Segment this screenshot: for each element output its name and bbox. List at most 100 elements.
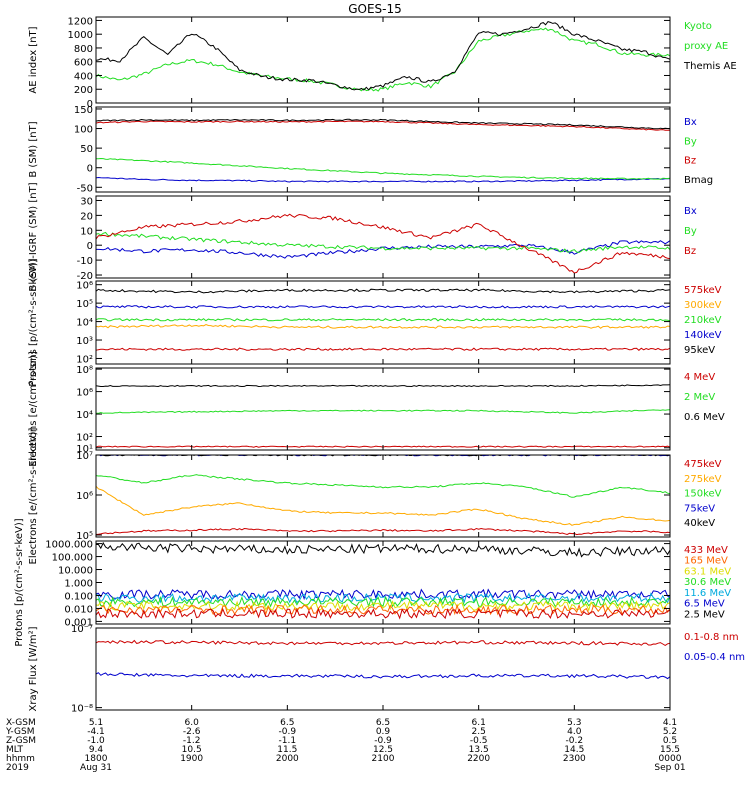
y-tick-label: 10¹ <box>76 444 93 455</box>
y-tick-label: 1000 <box>68 30 93 41</box>
y-tick-label: 10⁶ <box>76 281 93 292</box>
legend-label: 0.6 MeV <box>684 412 725 423</box>
footer-cell: Sep 01 <box>654 763 685 773</box>
footer-cell: 15.5 <box>660 745 680 755</box>
series-line-by <box>96 231 670 253</box>
y-tick-label: 10⁵ <box>76 531 93 542</box>
y-tick-label: 0 <box>87 241 93 252</box>
legend-label: 433 MeV <box>684 545 728 556</box>
series-line-themis-ae <box>96 21 670 91</box>
series-line-95kev <box>96 288 670 294</box>
panel-frame <box>95 16 671 104</box>
legend-label: Themis AE <box>683 61 737 72</box>
legend-label: 30.6 MeV <box>684 577 731 588</box>
legend-label: 575keV <box>684 285 722 296</box>
y-tick-label: 10⁶ <box>76 491 93 502</box>
legend-label: 2 MeV <box>684 392 715 403</box>
footer-cell: -0.5 <box>470 736 488 746</box>
y-tick-label: 10⁵ <box>76 299 93 310</box>
y-axis-label: Xray Flux [W/m²] <box>28 626 39 711</box>
panel-frame <box>95 454 671 538</box>
footer-cell: 2200 <box>467 754 490 764</box>
series-line-210kev <box>96 317 670 322</box>
footer-cell: -1.1 <box>279 736 297 746</box>
y-tick-label: 1000.000 <box>45 540 93 551</box>
series-line-2-mev <box>96 409 670 414</box>
y-axis-label: B (SM)-IGRF (SM) [nT] <box>28 182 39 291</box>
y-tick-label: 10⁻⁸ <box>71 704 93 715</box>
series-line-165-mev <box>96 603 670 616</box>
y-tick-label: 0.010 <box>64 604 93 615</box>
legend-label: 140keV <box>684 330 722 341</box>
legend-label: 150keV <box>684 489 722 500</box>
y-tick-label: -10 <box>77 256 93 267</box>
footer-cell: 12.5 <box>373 745 393 755</box>
series-line-0-1-0-8-nm <box>96 639 670 646</box>
y-tick-label: -50 <box>77 183 93 194</box>
y-tick-label: 10⁸ <box>76 365 93 376</box>
y-tick-label: 10² <box>76 433 93 444</box>
legend-label: Bx <box>684 117 697 128</box>
chart-title: GOES-15 <box>348 2 402 16</box>
series-line-140kev <box>96 305 670 309</box>
footer-cell: 13.5 <box>469 745 489 755</box>
footer-cell: -0.2 <box>566 736 584 746</box>
footer-cell: 14.5 <box>564 745 584 755</box>
footer-cell: 4.1 <box>663 718 677 728</box>
footer-cell: 2100 <box>372 754 395 764</box>
footer-cell: 5.3 <box>567 718 581 728</box>
y-tick-label: 20 <box>80 211 93 222</box>
footer-cell: 0000 <box>659 754 682 764</box>
y-tick-label: 30 <box>80 196 93 207</box>
y-axis-label: Protons [p/(cm²-s-sr-keV)] <box>14 518 25 646</box>
series-line-63-1-mev <box>96 600 670 612</box>
series-line-11-6-mev <box>96 592 670 604</box>
legend-label: 275keV <box>684 474 722 485</box>
y-tick-label: 800 <box>74 44 93 55</box>
legend-label: 4 MeV <box>684 372 715 383</box>
footer-row-label: X-GSM <box>6 718 36 728</box>
panel-b_sm: -50 0 50 100 150 B (SM) [nT] Bx By Bz Bmag <box>28 105 713 194</box>
footer-cell: 6.0 <box>185 718 200 728</box>
legend-label: 0.05-0.4 nm <box>684 652 745 663</box>
legend-label: Bmag <box>684 175 713 186</box>
legend-label: 300keV <box>684 300 722 311</box>
footer-cell: -0.9 <box>279 727 297 737</box>
series-line-bz <box>96 120 670 131</box>
series-line-bx <box>96 176 670 183</box>
y-tick-label: 600 <box>74 58 93 69</box>
footer-cell: -4.1 <box>87 727 105 737</box>
y-tick-label: 150 <box>74 105 93 116</box>
legend-label: By <box>684 226 697 237</box>
footer-cell: 4.0 <box>567 727 582 737</box>
legend-label: 475keV <box>684 459 722 470</box>
series-line-bz <box>96 213 670 274</box>
footer-cell: 0.9 <box>376 727 391 737</box>
footer-cell: 0.5 <box>663 736 677 746</box>
footer-cell: 9.4 <box>89 745 104 755</box>
footer-cell: -1.0 <box>87 736 105 746</box>
footer-cell: 6.5 <box>280 718 294 728</box>
panel-ae: 0 200 400 600 800 1000 1200 AE index [nT] Kyoto p… <box>28 16 737 110</box>
footer-cell: 6.1 <box>472 718 486 728</box>
footer-cell: Aug 31 <box>80 763 112 773</box>
y-tick-label: 10 <box>80 226 93 237</box>
legend-label: 95keV <box>684 345 715 356</box>
legend-label: 63.1 MeV <box>684 566 731 577</box>
legend-label: 210keV <box>684 315 722 326</box>
panel-protons_mev: 10² 10³ 10⁴ 10⁵ 10⁶ Protons [p/(cm²-s-sr-keV)… <box>28 258 722 386</box>
legend-label: 11.6 MeV <box>684 588 731 599</box>
y-axis-label: Electrons [e/(cm²-s-sr)] <box>28 351 39 467</box>
footer-cell: -0.9 <box>374 736 392 746</box>
legend-label: Bz <box>684 246 696 257</box>
y-tick-label: 100.000 <box>52 553 93 564</box>
footer-row-label: 2019 <box>6 763 29 773</box>
series-line-2-5-mev <box>96 541 670 558</box>
series-line-150kev <box>96 474 670 498</box>
y-tick-label: 10.000 <box>58 566 93 577</box>
footer-cell: 1800 <box>85 754 108 764</box>
legend-label: Bx <box>684 206 697 217</box>
